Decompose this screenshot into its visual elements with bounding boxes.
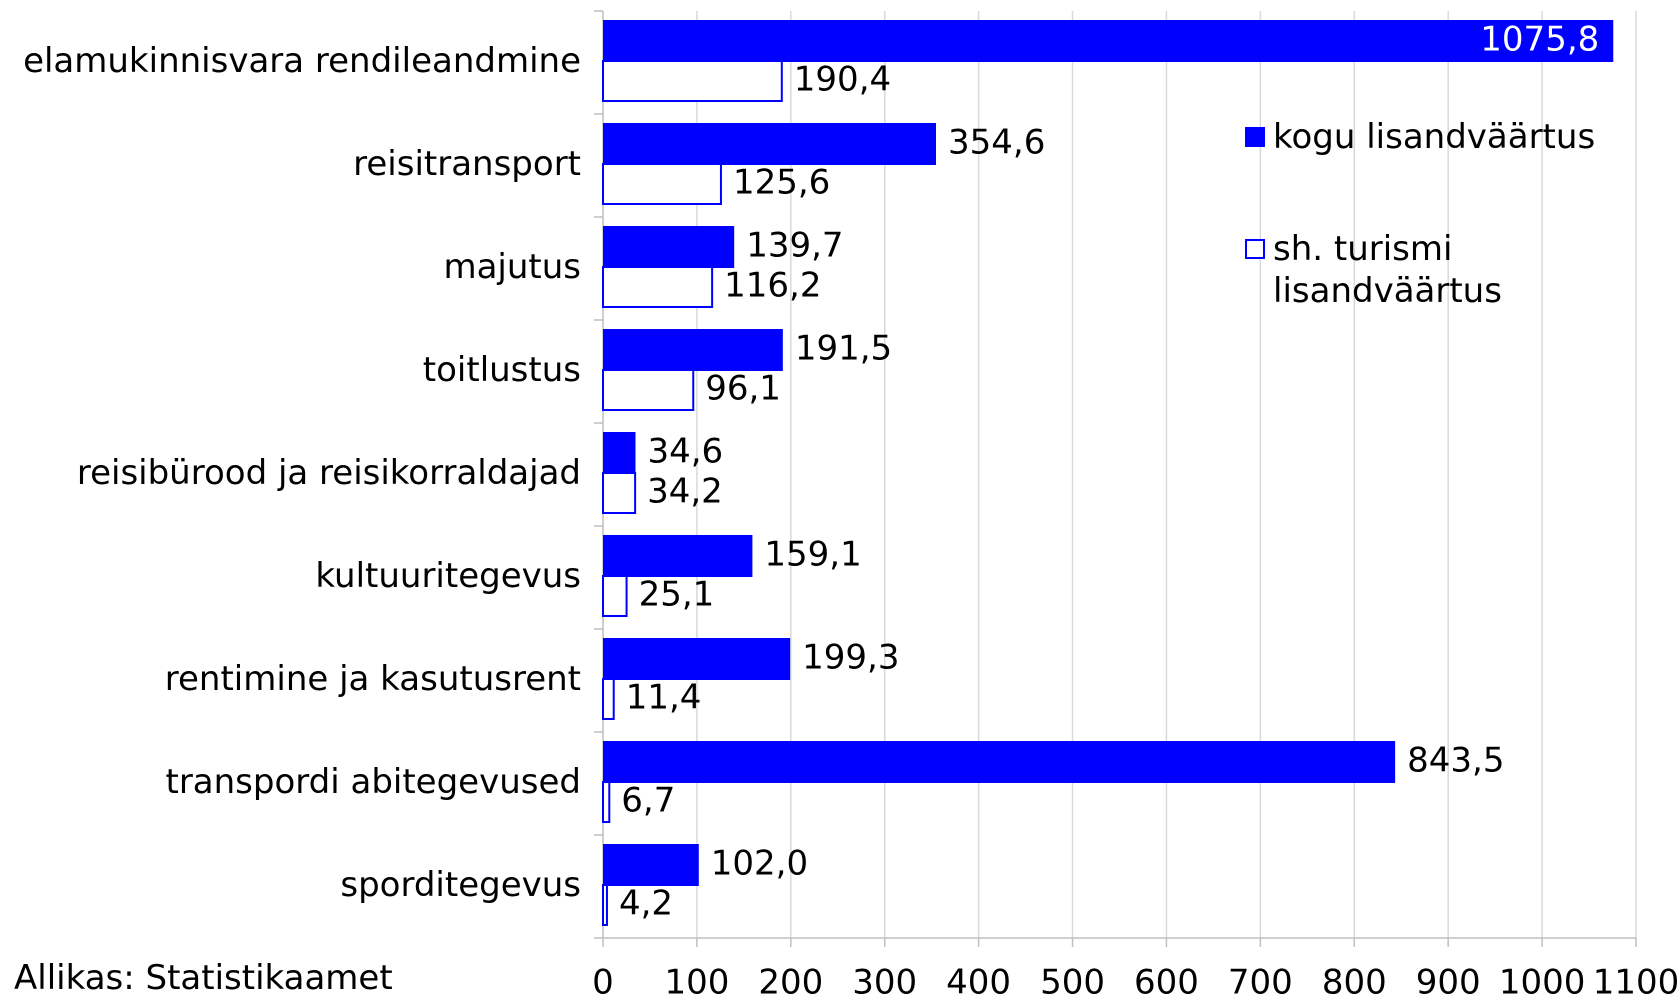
legend-item: kogu lisandväärtus (1245, 116, 1625, 158)
y-tick-label: transpordi abitegevused (165, 762, 581, 802)
y-tick-label: majutus (443, 247, 581, 287)
x-tick-label: 500 (1040, 963, 1105, 998)
value-label: 4,2 (619, 884, 673, 924)
value-label: 1075,8 (1480, 20, 1599, 60)
value-label: 139,7 (746, 226, 843, 266)
value-label: 191,5 (795, 329, 892, 369)
y-tick-label: reisitransport (353, 144, 581, 184)
bar (602, 369, 695, 411)
x-tick-label: 400 (946, 963, 1011, 998)
legend-swatch (1245, 239, 1265, 259)
legend-label: kogu lisandväärtus (1273, 117, 1596, 157)
x-tick-label: 200 (758, 963, 823, 998)
legend-item: sh. turismi lisandväärtus (1245, 228, 1515, 312)
bar (602, 781, 611, 823)
value-label: 843,5 (1407, 741, 1504, 781)
value-label: 159,1 (764, 535, 861, 575)
source-note: Allikas: Statistikaamet (14, 958, 393, 998)
value-label: 34,2 (647, 472, 723, 512)
bar (602, 575, 628, 617)
x-tick-label: 300 (852, 963, 917, 998)
y-tick-label: elamukinnisvara rendileandmine (23, 41, 581, 81)
x-tick-label: 600 (1134, 963, 1199, 998)
value-label: 34,6 (647, 432, 723, 472)
bar (602, 163, 722, 205)
y-tick-label: reisibürood ja reisikorraldajad (77, 453, 581, 493)
value-label: 6,7 (621, 781, 675, 821)
bar (602, 884, 608, 926)
value-label: 125,6 (733, 163, 830, 203)
y-tick-label: rentimine ja kasutusrent (165, 659, 581, 699)
bar (603, 329, 783, 371)
y-tick-label: kultuuritegevus (315, 556, 581, 596)
bar (602, 266, 714, 308)
x-tick-label: 100 (664, 963, 729, 998)
bar (603, 535, 753, 577)
bar (603, 123, 937, 165)
bar (603, 20, 1614, 62)
value-label: 102,0 (711, 844, 808, 884)
value-label: 190,4 (794, 60, 891, 100)
value-label: 116,2 (724, 266, 821, 306)
x-tick-label: 1100 (1593, 963, 1679, 998)
value-label: 354,6 (948, 123, 1045, 163)
x-tick-label: 700 (1228, 963, 1293, 998)
bar (602, 60, 783, 102)
value-label: 11,4 (626, 678, 702, 718)
bar (603, 741, 1396, 783)
value-label: 96,1 (705, 369, 781, 409)
legend-label: sh. turismi lisandväärtus (1273, 229, 1502, 311)
x-tick-label: 1000 (1499, 963, 1586, 998)
bar (603, 638, 791, 680)
bar (603, 432, 636, 474)
y-tick-label: sporditegevus (340, 865, 581, 905)
x-tick-label: 900 (1416, 963, 1481, 998)
bar (602, 472, 637, 514)
x-tick-label: 0 (592, 963, 614, 998)
value-label: 199,3 (802, 638, 899, 678)
x-tick-label: 800 (1322, 963, 1387, 998)
value-label: 25,1 (639, 575, 715, 615)
legend-swatch (1245, 127, 1265, 147)
y-tick-label: toitlustus (423, 350, 581, 390)
bar (602, 678, 615, 720)
bar (603, 844, 699, 886)
bar (603, 226, 735, 268)
